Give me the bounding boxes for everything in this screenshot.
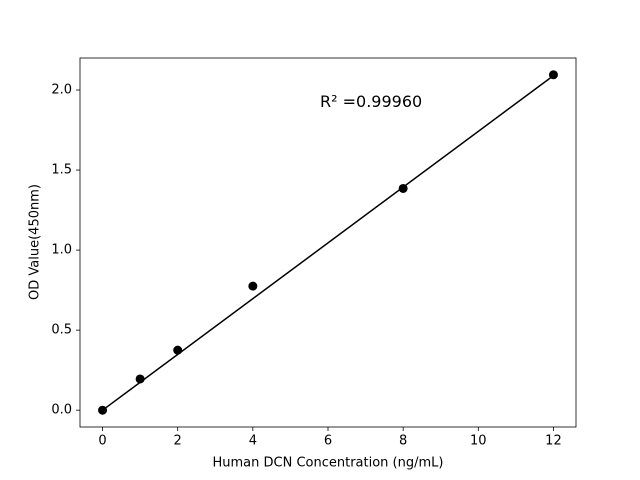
x-tick-label: 4 xyxy=(249,434,257,449)
x-tick-label: 2 xyxy=(174,434,182,449)
fit-line xyxy=(102,75,554,411)
x-tick-label: 12 xyxy=(545,434,562,449)
data-point xyxy=(398,183,408,193)
x-tick-label: 6 xyxy=(324,434,332,449)
y-tick-label: 0.0 xyxy=(51,403,72,418)
data-point xyxy=(248,281,258,291)
data-point xyxy=(173,345,183,355)
data-point xyxy=(98,405,108,415)
y-tick-label: 1.0 xyxy=(51,243,72,258)
y-axis-label: OD Value(450nm) xyxy=(28,184,43,300)
x-axis-label: Human DCN Concentration (ng/mL) xyxy=(213,456,444,471)
y-tick-label: 2.0 xyxy=(51,83,72,98)
annotation: R² =0.99960 xyxy=(320,92,422,111)
x-tick-label: 10 xyxy=(470,434,487,449)
x-tick-label: 8 xyxy=(399,434,407,449)
data-point xyxy=(548,70,558,80)
y-tick-label: 0.5 xyxy=(51,323,72,338)
y-tick-label: 1.5 xyxy=(51,163,72,178)
data-point xyxy=(135,374,145,384)
x-tick-label: 0 xyxy=(98,434,106,449)
